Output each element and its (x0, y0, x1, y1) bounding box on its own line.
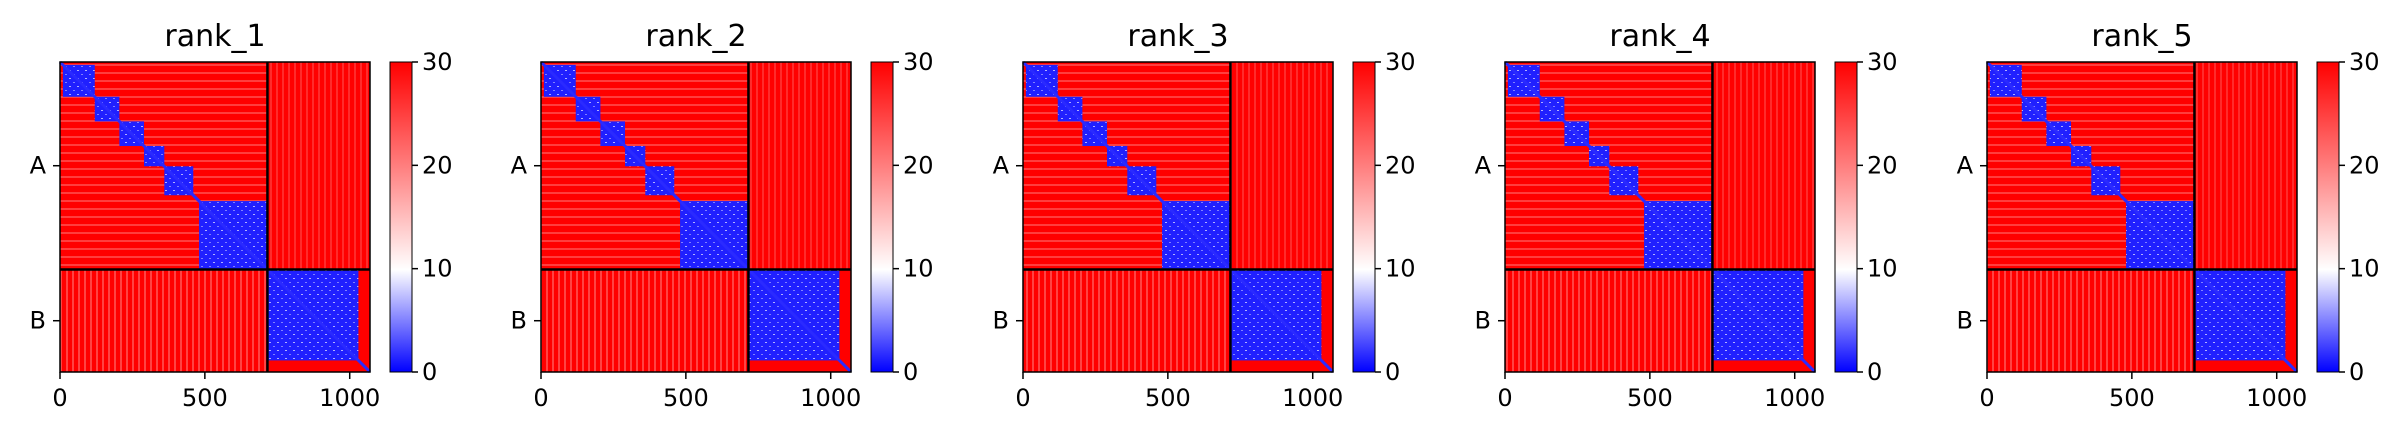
interchain-block-BA (1987, 269, 2195, 372)
diagonal (1021, 60, 1335, 374)
interchain-block-AB (748, 62, 851, 270)
panel-4: rank_4 0 500 1000 A B 0 10 20 30 (1475, 19, 1898, 412)
panel-1: rank_1 0 500 1000 A B 0 10 20 30 (30, 19, 453, 412)
colorbar-tick-label: 20 (422, 151, 453, 179)
panel-title: rank_2 (645, 19, 746, 54)
interchain-block-BA (60, 269, 268, 372)
y-tick-label: A (1475, 152, 1492, 180)
panel-3: rank_3 0 500 1000 A B 0 10 20 30 (993, 19, 1416, 412)
x-tick-label: 1000 (800, 384, 861, 412)
colorbar (2316, 61, 2340, 373)
x-tick-label: 0 (1015, 384, 1030, 412)
colorbar-tick-label: 20 (1867, 151, 1898, 179)
x-tick-label: 0 (1979, 384, 1994, 412)
x-tick-label: 1000 (1282, 384, 1343, 412)
x-tick-label: 500 (1627, 384, 1673, 412)
colorbar (870, 61, 894, 373)
plot-frame (59, 61, 371, 373)
plot-frame (540, 61, 852, 373)
colorbar-tick-label: 20 (903, 151, 934, 179)
diagonal (58, 60, 372, 374)
colorbar-tick-label: 10 (2349, 255, 2380, 283)
x-tick-label: 0 (533, 384, 548, 412)
x-tick-label: 0 (1497, 384, 1512, 412)
x-tick-label: 1000 (319, 384, 380, 412)
plot-frame (1504, 61, 1816, 373)
colorbar-tick-label: 0 (1867, 358, 1882, 386)
y-tick-label: A (511, 152, 528, 180)
interchain-block-BA (1023, 269, 1231, 372)
x-tick-label: 500 (2109, 384, 2155, 412)
x-tick-label: 0 (52, 384, 67, 412)
panel-title: rank_4 (1609, 19, 1710, 54)
plot-frame (1986, 61, 2298, 373)
y-tick-label: A (1957, 152, 1974, 180)
colorbar-tick-label: 30 (422, 48, 453, 76)
y-tick-label: A (993, 152, 1010, 180)
interchain-block-BA (1505, 269, 1713, 372)
y-tick-label: B (1475, 307, 1491, 335)
plot-frame (1022, 61, 1334, 373)
x-tick-label: 1000 (2246, 384, 2307, 412)
diagonal (1985, 60, 2299, 374)
panel-2: rank_2 0 500 1000 A B 0 10 20 30 (511, 19, 934, 412)
y-tick-label: B (993, 307, 1009, 335)
interchain-block-AB (267, 62, 370, 270)
colorbar-tick-label: 10 (422, 255, 453, 283)
x-tick-label: 500 (663, 384, 709, 412)
diagonal (539, 60, 853, 374)
panel-5: rank_5 0 500 1000 A B 0 10 20 30 (1957, 19, 2380, 412)
y-tick-label: B (511, 307, 527, 335)
y-tick-label: B (1957, 307, 1973, 335)
interchain-block-AB (1712, 62, 1815, 270)
x-tick-label: 500 (182, 384, 228, 412)
colorbar-tick-label: 30 (2349, 48, 2380, 76)
x-tick-label: 500 (1145, 384, 1191, 412)
colorbar-tick-label: 30 (903, 48, 934, 76)
colorbar-tick-label: 20 (1385, 151, 1416, 179)
colorbar-tick-label: 10 (1385, 255, 1416, 283)
diagonal (1503, 60, 1817, 374)
colorbar-tick-label: 30 (1867, 48, 1898, 76)
colorbar-tick-label: 0 (903, 358, 918, 386)
y-tick-label: A (30, 152, 47, 180)
panel-title: rank_1 (164, 19, 265, 54)
colorbar-tick-label: 30 (1385, 48, 1416, 76)
interchain-block-AB (1230, 62, 1333, 270)
x-tick-label: 1000 (1764, 384, 1825, 412)
panel-title: rank_3 (1127, 19, 1228, 54)
colorbar (1352, 61, 1376, 373)
interchain-block-AB (2194, 62, 2297, 270)
colorbar-tick-label: 0 (1385, 358, 1400, 386)
panel-title: rank_5 (2091, 19, 2192, 54)
y-tick-label: B (30, 307, 46, 335)
interchain-block-BA (541, 269, 749, 372)
colorbar-tick-label: 10 (903, 255, 934, 283)
colorbar-tick-label: 10 (1867, 255, 1898, 283)
colorbar (389, 61, 413, 373)
colorbar-tick-label: 0 (2349, 358, 2364, 386)
colorbar-tick-label: 0 (422, 358, 437, 386)
colorbar-tick-label: 20 (2349, 151, 2380, 179)
colorbar (1834, 61, 1858, 373)
